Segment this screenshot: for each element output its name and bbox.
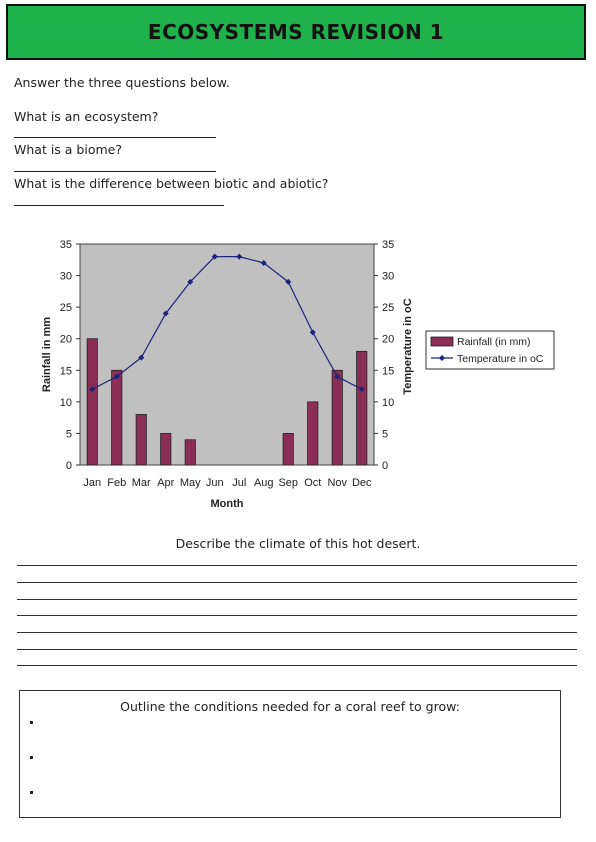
rainfall-bar bbox=[356, 350, 368, 466]
climate-chart-svg: 0 0 5 5 10 10 15 15 20 20 25 25 30 30 35 35 Jan Feb Mar Apr… bbox=[41, 239, 555, 510]
answer-line-1[interactable] bbox=[14, 137, 216, 138]
y-tick-label: 30 bbox=[60, 271, 72, 283]
rainfall-bar bbox=[184, 439, 196, 466]
x-tick-label: Sep bbox=[278, 477, 298, 489]
y-axis-label: Rainfall in mm bbox=[41, 317, 53, 392]
legend-temperature-marker bbox=[439, 355, 445, 361]
bullet-1 bbox=[30, 721, 33, 724]
y2-tick-label: 15 bbox=[382, 365, 394, 377]
x-tick-label: Jan bbox=[83, 477, 101, 489]
legend-temperature-label: Temperature in oC bbox=[457, 353, 544, 365]
writing-line-7[interactable] bbox=[17, 665, 577, 666]
y-tick-label: 5 bbox=[66, 428, 72, 440]
intro-text: Answer the three questions below. bbox=[14, 75, 230, 90]
temperature-point bbox=[89, 386, 96, 393]
y2-tick-label: 0 bbox=[382, 460, 388, 472]
title-banner: ECOSYSTEMS REVISION 1 bbox=[6, 4, 586, 60]
writing-line-5[interactable] bbox=[17, 632, 577, 633]
y-tick-label: 10 bbox=[60, 397, 72, 409]
x-tick-label: Aug bbox=[254, 477, 274, 489]
y2-tick-label: 20 bbox=[382, 334, 394, 346]
writing-line-4[interactable] bbox=[17, 615, 577, 616]
x-tick-label: Jun bbox=[206, 477, 224, 489]
x-tick-label: Nov bbox=[327, 477, 347, 489]
bullet-3 bbox=[30, 791, 33, 794]
rainfall-bar bbox=[331, 369, 343, 466]
answer-line-3[interactable] bbox=[14, 205, 224, 206]
x-tick-label: Oct bbox=[304, 477, 321, 489]
y-tick-label: 25 bbox=[60, 302, 72, 314]
x-axis-label: Month bbox=[211, 498, 244, 510]
temperature-point bbox=[309, 329, 316, 336]
writing-line-2[interactable] bbox=[17, 582, 577, 583]
coral-prompt: Outline the conditions needed for a cora… bbox=[120, 699, 460, 714]
rainfall-bar bbox=[282, 433, 294, 466]
y-tick-label: 15 bbox=[60, 365, 72, 377]
y2-tick-label: 10 bbox=[382, 397, 394, 409]
rainfall-bar bbox=[307, 401, 319, 466]
rainfall-bar bbox=[135, 414, 147, 466]
x-tick-label: Jul bbox=[232, 477, 246, 489]
plot-area bbox=[79, 243, 375, 466]
answer-line-2[interactable] bbox=[14, 171, 216, 172]
y2-axis-label: Temperature in oC bbox=[402, 298, 414, 394]
y2-tick-label: 35 bbox=[382, 239, 394, 251]
temperature-point bbox=[260, 259, 267, 266]
writing-line-6[interactable] bbox=[17, 649, 577, 650]
rainfall-bar bbox=[160, 433, 172, 466]
temperature-point bbox=[187, 278, 194, 285]
y2-tick-label: 5 bbox=[382, 428, 388, 440]
y-tick-label: 35 bbox=[60, 239, 72, 251]
temperature-line bbox=[91, 256, 363, 390]
x-tick-label: Mar bbox=[132, 477, 151, 489]
rainfall-bar bbox=[86, 338, 98, 466]
describe-prompt: Describe the climate of this hot desert. bbox=[175, 536, 421, 551]
x-tick-label: May bbox=[180, 477, 201, 489]
y-tick-label: 20 bbox=[60, 334, 72, 346]
temperature-point bbox=[334, 373, 341, 380]
writing-line-1[interactable] bbox=[17, 565, 577, 566]
y-tick-label: 0 bbox=[66, 460, 72, 472]
bullet-2 bbox=[30, 756, 33, 759]
question-3: What is the difference between biotic an… bbox=[14, 176, 329, 191]
y2-tick-label: 30 bbox=[382, 271, 394, 283]
question-2: What is a biome? bbox=[14, 142, 122, 157]
x-tick-label: Dec bbox=[352, 477, 372, 489]
temperature-point bbox=[162, 310, 169, 317]
x-tick-label: Apr bbox=[157, 477, 174, 489]
temperature-point bbox=[285, 278, 292, 285]
writing-line-3[interactable] bbox=[17, 599, 577, 600]
temperature-point bbox=[113, 373, 120, 380]
temperature-point bbox=[211, 253, 218, 260]
rainfall-bar bbox=[111, 369, 123, 466]
temperature-point bbox=[236, 253, 243, 260]
x-tick-label: Feb bbox=[107, 477, 126, 489]
page-title: ECOSYSTEMS REVISION 1 bbox=[147, 20, 445, 44]
legend-rainfall-label: Rainfall (in mm) bbox=[457, 336, 531, 348]
y2-tick-label: 25 bbox=[382, 302, 394, 314]
climate-chart: 0 0 5 5 10 10 15 15 20 20 25 25 30 30 35 35 Jan Feb Mar Apr… bbox=[36, 232, 566, 512]
legend-rainfall-swatch bbox=[430, 336, 454, 347]
question-1: What is an ecosystem? bbox=[14, 109, 159, 124]
temperature-point bbox=[358, 386, 365, 393]
coral-reef-box[interactable]: Outline the conditions needed for a cora… bbox=[19, 690, 561, 818]
